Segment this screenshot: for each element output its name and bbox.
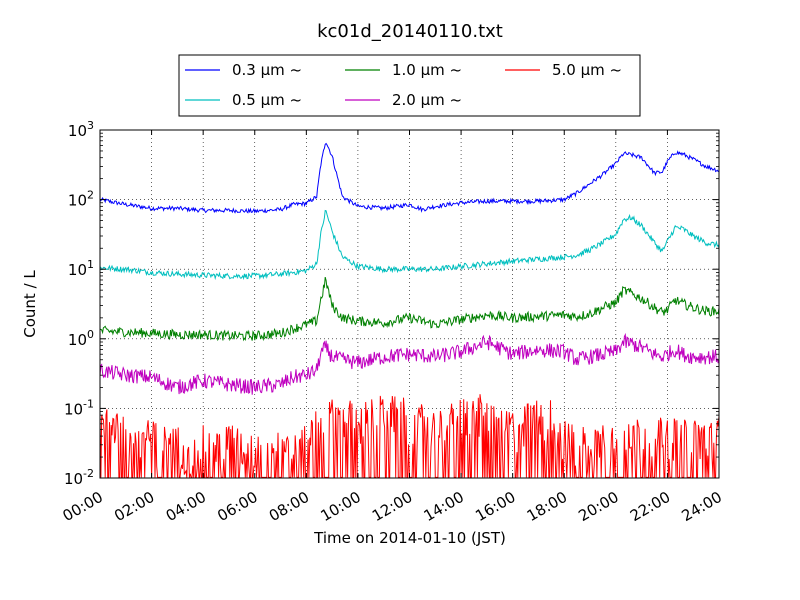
legend-label: 5.0 μm ~ — [552, 61, 622, 79]
y-tick-label: 10-2 — [64, 467, 94, 488]
y-tick-label: 102 — [68, 189, 94, 210]
series-line — [99, 209, 720, 281]
legend-label: 0.3 μm ~ — [232, 61, 302, 79]
series-line — [99, 142, 720, 214]
series-line — [99, 276, 720, 342]
chart-title: kc01d_20140110.txt — [317, 21, 503, 42]
series-line — [99, 332, 720, 395]
series-group — [99, 142, 720, 478]
y-tick-label: 10-1 — [64, 397, 94, 418]
legend-label: 0.5 μm ~ — [232, 91, 302, 109]
y-tick-label: 100 — [68, 328, 94, 349]
legend-label: 1.0 μm ~ — [392, 61, 462, 79]
legend-box — [178, 54, 641, 117]
legend-label: 2.0 μm ~ — [392, 91, 462, 109]
x-axis-label: Time on 2014-01-10 (JST) — [313, 529, 506, 547]
y-axis-label: Count / L — [21, 270, 39, 338]
y-tick-label: 103 — [68, 119, 94, 140]
y-tick-label: 101 — [68, 258, 94, 279]
legend: 0.3 μm ~ 0.5 μm ~ 1.0 μm ~ 2.0 μm ~ 5.0 μm ~ — [178, 54, 641, 117]
